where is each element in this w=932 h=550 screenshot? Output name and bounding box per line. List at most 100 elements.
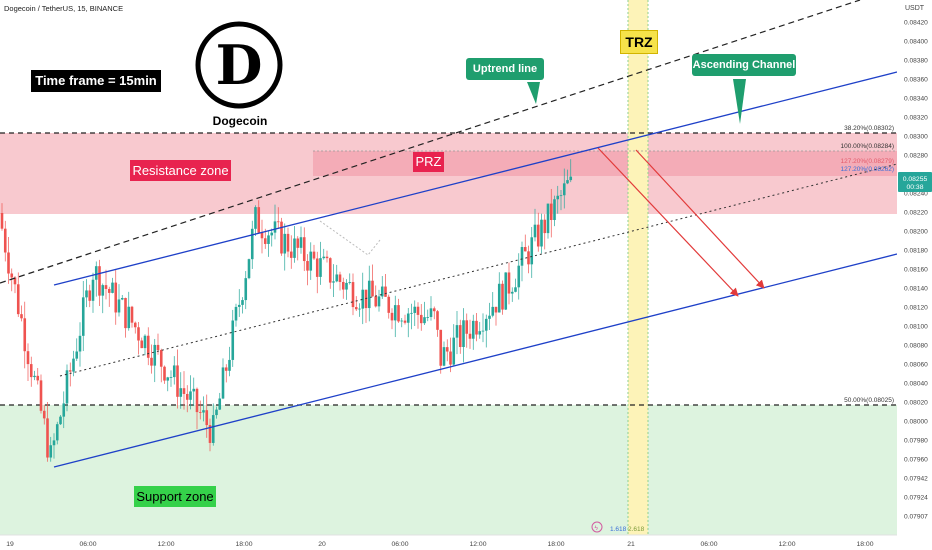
- candle-body: [85, 290, 88, 298]
- candle-body: [211, 415, 215, 443]
- candle-body: [179, 388, 183, 397]
- candle-body: [153, 344, 157, 366]
- candle-body: [527, 251, 530, 265]
- candle-body: [120, 297, 124, 300]
- candle-body: [312, 251, 316, 259]
- candle-body: [192, 388, 196, 392]
- candles: [0, 159, 573, 462]
- candle-body: [185, 393, 189, 400]
- x-tick-label: 18:00: [856, 541, 873, 548]
- fib-127a-label: 127.20%(0.08279): [841, 158, 895, 165]
- candle-body: [465, 320, 469, 334]
- candle-body: [358, 308, 361, 310]
- candle-body: [494, 306, 498, 313]
- candle-body: [228, 359, 231, 371]
- candle-body: [338, 274, 342, 282]
- candle-body: [341, 281, 345, 290]
- countdown-value: 00:38: [906, 184, 923, 191]
- candle-body: [234, 306, 238, 321]
- y-tick-label: 0.08320: [904, 115, 928, 122]
- x-tick-label: 06:00: [391, 541, 408, 548]
- candle-body: [159, 350, 163, 367]
- y-tick-label: 0.08160: [904, 267, 928, 274]
- target-arrow-1: [597, 147, 739, 297]
- y-tick-label: 0.08420: [904, 20, 928, 27]
- candle-body: [566, 180, 569, 184]
- candle-body: [377, 296, 381, 307]
- candle-body: [42, 410, 46, 419]
- uptrend-line: [0, 0, 861, 284]
- y-tick-label: 0.08340: [904, 96, 928, 103]
- candle-body: [348, 282, 352, 283]
- candle-body: [504, 272, 508, 310]
- y-tick-label: 0.08140: [904, 286, 928, 293]
- candle-body: [218, 398, 222, 410]
- candle-body: [562, 183, 566, 196]
- support-zone: [0, 405, 897, 535]
- candle-body: [273, 221, 277, 233]
- candle-body: [189, 391, 192, 400]
- y-tick-label: 0.08220: [904, 210, 928, 217]
- candle-body: [514, 287, 517, 292]
- logo-caption: Dogecoin: [213, 114, 268, 128]
- symbol-header: Dogecoin / TetherUS, 15, BINANCE: [4, 4, 123, 13]
- candle-body: [410, 312, 413, 314]
- candle-body: [397, 305, 400, 322]
- candle-body: [449, 351, 452, 365]
- candle-body: [124, 297, 127, 329]
- candle-body: [556, 195, 560, 200]
- candle-body: [257, 207, 261, 233]
- candle-body: [244, 278, 248, 301]
- candle-body: [429, 308, 433, 318]
- candle-body: [146, 335, 150, 358]
- candle-body: [501, 283, 504, 310]
- y-tick-label: 0.08120: [904, 305, 928, 312]
- candle-body: [241, 300, 244, 305]
- candle-body: [23, 318, 27, 352]
- candle-body: [413, 306, 417, 313]
- candle-body: [65, 370, 69, 404]
- candle-body: [94, 266, 98, 280]
- candle-body: [156, 344, 160, 351]
- candle-body: [3, 228, 7, 253]
- candle-body: [263, 238, 267, 244]
- channel-callout-pointer: [733, 79, 746, 124]
- target-arrow-2: [635, 149, 765, 289]
- support-zone-label: Support zone: [134, 486, 216, 507]
- x-tick-label: 20: [318, 541, 326, 548]
- channel-mid-line: [59, 163, 898, 377]
- fib-127b-label: 127.20%(0.08262): [841, 166, 895, 173]
- candle-body: [276, 221, 280, 223]
- candle-body: [491, 306, 495, 316]
- candle-body: [0, 213, 4, 229]
- lightning-icon[interactable]: [591, 521, 603, 533]
- candle-body: [416, 306, 420, 315]
- y-tick-label: 0.08400: [904, 39, 928, 46]
- candle-body: [172, 365, 176, 378]
- candle-body: [439, 329, 443, 366]
- candle-body: [62, 403, 66, 417]
- candle-body: [517, 265, 521, 288]
- candle-body: [289, 251, 293, 258]
- uptrend-line-label: Uptrend line: [466, 58, 544, 80]
- y-tick-label: 0.08080: [904, 343, 928, 350]
- candle-body: [49, 445, 53, 458]
- candle-body: [176, 365, 179, 397]
- candle-body: [81, 297, 85, 336]
- candle-body: [283, 233, 287, 254]
- candle-body: [46, 418, 49, 458]
- candle-body: [247, 259, 251, 279]
- x-tick-label: 18:00: [235, 541, 252, 548]
- price-axis: [897, 0, 932, 550]
- candle-body: [533, 224, 537, 238]
- candle-body: [423, 317, 426, 324]
- candle-body: [455, 325, 459, 338]
- trz-band: [628, 0, 648, 535]
- candle-body: [33, 375, 36, 378]
- candle-body: [59, 416, 62, 425]
- candle-body: [286, 233, 290, 252]
- candle-body: [13, 277, 17, 285]
- candle-body: [26, 351, 30, 365]
- candle-body: [475, 320, 478, 335]
